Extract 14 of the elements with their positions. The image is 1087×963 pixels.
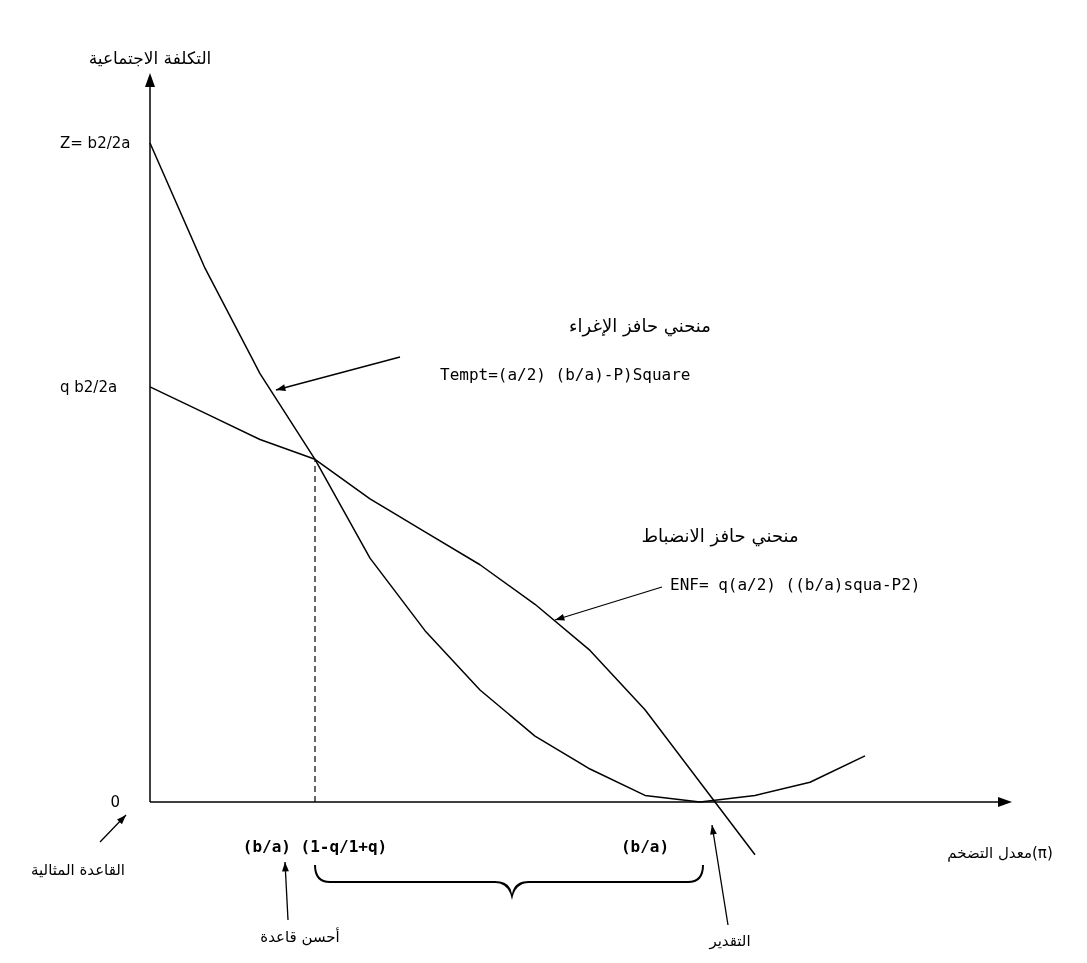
y-axis-title: التكلفة الاجتماعية [88, 48, 212, 68]
annotation: ENF= q(a/2) ((b/a)squa-P2) [670, 575, 921, 594]
text: التقدير [708, 932, 751, 950]
x-tick-label: (b/a) (1-q/1+q) [242, 837, 388, 856]
text: 0 [110, 793, 120, 811]
text: q b2/2a [60, 378, 118, 396]
annotation: Z= b2/2a [60, 134, 131, 152]
annotation: منحني حافز الانضباط [641, 525, 799, 547]
x-axis-title: معدل التضخم(π) [947, 844, 1053, 862]
annotation: منحني حافز الإغراء [569, 315, 711, 337]
text: أحسن قاعدة [260, 927, 340, 946]
text: القاعدة المثالية [31, 861, 125, 879]
x-tick-label: (b/a) [620, 837, 670, 856]
annotation: Tempt=(a/2) (b/a)-P)Square [440, 365, 691, 384]
